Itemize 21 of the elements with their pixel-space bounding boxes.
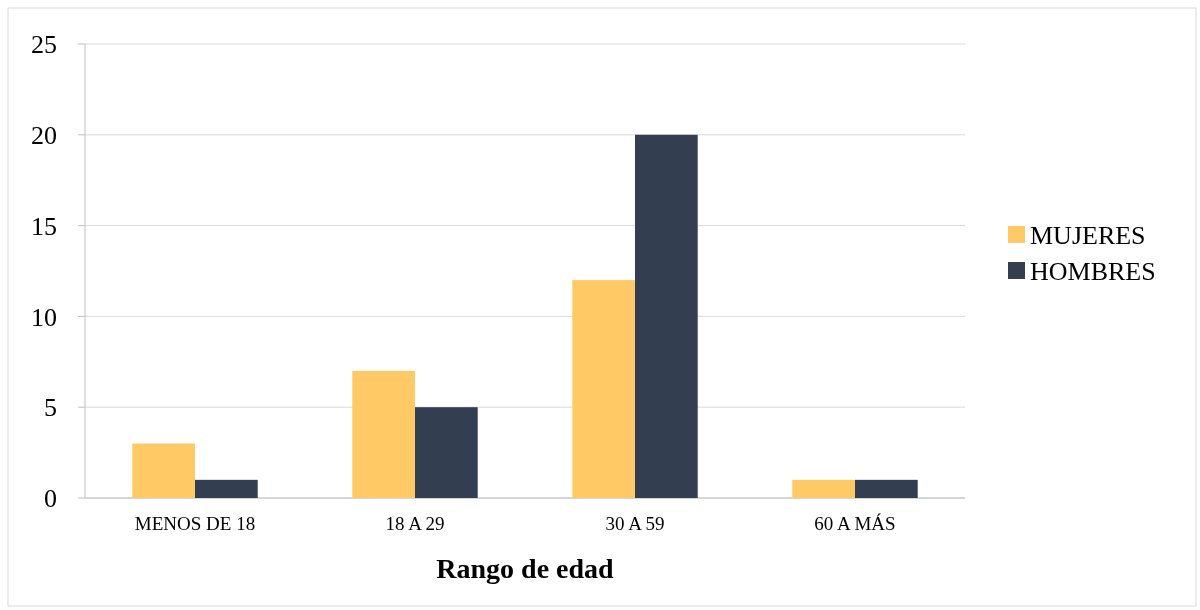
bar	[635, 134, 698, 498]
y-tick-label: 25	[31, 30, 57, 60]
bar	[855, 479, 918, 498]
y-tick-label: 5	[44, 393, 57, 423]
bar	[195, 479, 258, 498]
x-tick-label: MENOS DE 18	[134, 513, 256, 534]
x-axis-title: Rango de edad	[436, 553, 615, 584]
bar	[572, 280, 635, 498]
x-tick-label: 18 A 29	[385, 513, 445, 534]
bar	[352, 370, 415, 498]
x-tick-label: 30 A 59	[605, 513, 665, 534]
bar	[415, 407, 478, 498]
y-tick-label: 0	[44, 484, 57, 514]
legend-label: MUJERES	[1030, 221, 1146, 251]
x-tick-label: 60 A MÁS	[814, 513, 896, 534]
bar	[132, 443, 195, 498]
y-tick-label: 20	[31, 120, 57, 150]
y-tick-label: 15	[31, 211, 57, 241]
y-tick-label: 10	[31, 302, 57, 332]
bar	[792, 479, 855, 498]
legend-label: HOMBRES	[1030, 257, 1156, 287]
